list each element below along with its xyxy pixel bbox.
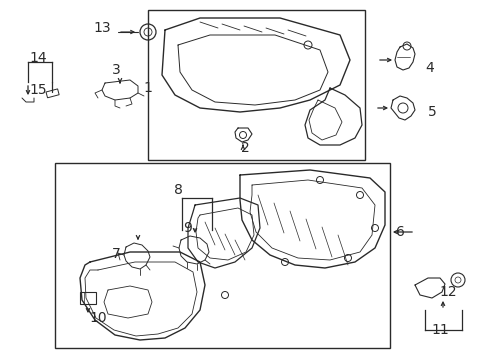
Text: 11: 11 [430, 323, 448, 337]
Text: 3: 3 [111, 63, 120, 77]
Text: 5: 5 [427, 105, 435, 119]
Text: 12: 12 [438, 285, 456, 299]
Text: 6: 6 [395, 225, 404, 239]
Bar [55, 163, 389, 348]
Text: 13: 13 [93, 21, 111, 35]
Text: 8: 8 [173, 183, 182, 197]
Text: 4: 4 [425, 61, 433, 75]
Bar [46, 89, 59, 98]
Text: 15: 15 [29, 83, 47, 97]
Bar [80, 292, 96, 304]
Text: 10: 10 [89, 311, 106, 325]
Bar [148, 10, 364, 160]
Text: 2: 2 [240, 141, 249, 155]
Text: 14: 14 [29, 51, 47, 65]
Text: 1: 1 [143, 81, 152, 95]
Text: 9: 9 [183, 221, 192, 235]
Text: 7: 7 [111, 247, 120, 261]
